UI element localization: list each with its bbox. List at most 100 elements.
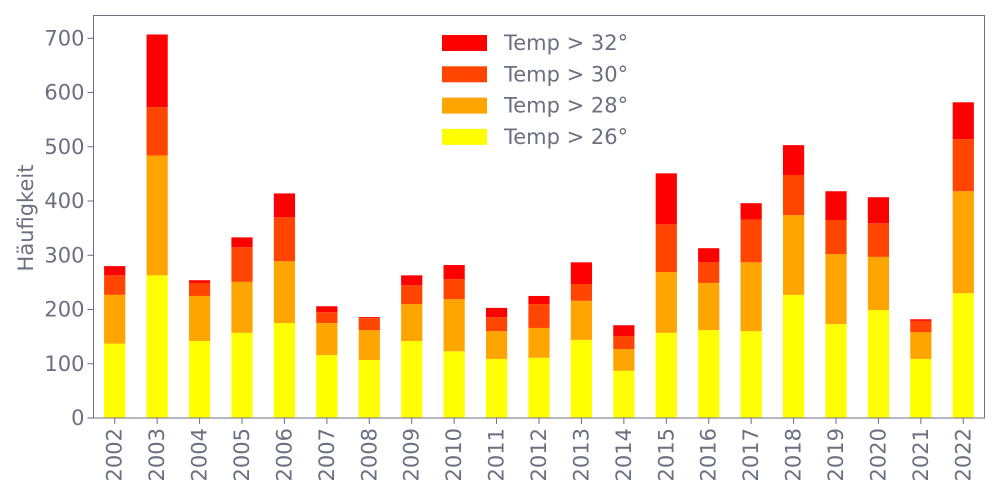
x-tick-label: 2022 [951, 428, 975, 481]
bar-segment-2006-series-1 [273, 261, 296, 324]
bar-segment-2008-series-2 [358, 318, 380, 331]
bar-segment-2004-series-0 [188, 340, 211, 418]
bar-segment-2005-series-0 [231, 332, 253, 418]
bar-segment-2022-series-3 [952, 102, 974, 140]
legend-label: Temp > 28° [503, 94, 628, 118]
bar-segment-2015-series-3 [655, 173, 677, 225]
bar-segment-2013-series-2 [570, 284, 593, 301]
x-tick-label: 2009 [400, 428, 424, 481]
x-tick-label: 2011 [485, 428, 509, 481]
y-tick-label: 600 [44, 81, 84, 105]
bar-segment-2017-series-0 [740, 331, 762, 418]
bar-segment-2009-series-0 [401, 340, 423, 418]
bar-segment-2010-series-1 [443, 299, 465, 352]
bar-segment-2017-series-2 [740, 219, 762, 263]
bar-segment-2013-series-3 [570, 262, 593, 285]
legend-label: Temp > 30° [503, 62, 628, 86]
y-tick-label: 100 [44, 352, 84, 376]
legend-swatch [442, 66, 487, 83]
x-tick-label: 2019 [824, 428, 848, 481]
bar-segment-2013-series-0 [570, 339, 593, 418]
y-axis: 0 100 200 300 400 500 600 700 [44, 26, 94, 430]
x-tick-label: 2010 [442, 428, 466, 481]
legend-swatch [442, 128, 487, 145]
bar-segment-2022-series-1 [952, 191, 974, 294]
bar-segment-2004-series-3 [188, 280, 211, 283]
bar-segment-2020-series-0 [867, 310, 890, 418]
x-tick-label: 2008 [357, 428, 381, 481]
bar-segment-2016-series-2 [698, 262, 720, 283]
bar-segment-2021-series-3 [910, 319, 932, 321]
bar-segment-2009-series-1 [401, 304, 423, 341]
legend-swatch [442, 35, 487, 51]
bar-segment-2019-series-2 [825, 220, 847, 255]
bar-segment-2011-series-3 [485, 307, 508, 318]
bar-segment-2014-series-3 [613, 325, 635, 337]
bar-segment-2007-series-2 [316, 312, 338, 324]
x-tick-label: 2013 [569, 428, 593, 481]
x-tick-label: 2007 [315, 428, 339, 481]
x-tick-label: 2002 [103, 428, 127, 481]
bar-segment-2018-series-1 [782, 215, 805, 295]
bar-segment-2003-series-2 [146, 107, 168, 156]
x-tick-label: 2006 [272, 428, 296, 481]
bar-segment-2006-series-3 [273, 193, 296, 218]
bar-segment-2016-series-3 [698, 248, 720, 263]
bar-segment-2014-series-2 [613, 336, 635, 350]
legend: Temp > 32° Temp > 30° Temp > 28° Temp > 26° [442, 31, 628, 149]
y-axis-label: Häufigkeit [14, 165, 38, 272]
bar-segment-2016-series-1 [698, 282, 720, 331]
x-tick-label: 2012 [527, 428, 551, 481]
legend-label: Temp > 26° [503, 125, 628, 149]
bar-segment-2020-series-1 [867, 256, 890, 311]
bar-segment-2020-series-3 [867, 197, 890, 224]
x-tick-label: 2021 [909, 428, 933, 481]
bar-segment-2020-series-2 [867, 223, 890, 257]
bar-segment-2017-series-3 [740, 203, 762, 220]
y-tick-label: 300 [44, 243, 84, 267]
x-tick-label: 2018 [782, 428, 806, 481]
x-tick-label: 2004 [188, 428, 212, 481]
x-tick-label: 2005 [230, 428, 254, 481]
x-axis: 2002 2003 2004 2005 2006 2007 2008 2009 2010 2011… [103, 418, 975, 481]
bar-segment-2011-series-0 [485, 358, 508, 418]
bar-segment-2003-series-0 [146, 275, 168, 418]
bar-segment-2002-series-0 [104, 343, 126, 418]
bar-segment-2005-series-2 [231, 247, 253, 282]
bar-segment-2011-series-2 [485, 317, 508, 332]
bar-segment-2004-series-1 [188, 295, 211, 341]
bar-segment-2007-series-1 [316, 323, 338, 356]
bar-segment-2003-series-3 [146, 34, 168, 108]
bar-segment-2015-series-0 [655, 332, 677, 418]
legend-item: Temp > 26° [442, 125, 628, 149]
bar-segment-2015-series-2 [655, 224, 677, 273]
y-tick-label: 400 [44, 189, 84, 213]
bar-segment-2008-series-3 [358, 317, 380, 319]
bar-segment-2018-series-0 [782, 294, 805, 418]
bar-segment-2008-series-1 [358, 330, 380, 360]
bar-segment-2018-series-2 [782, 174, 805, 216]
legend-label: Temp > 32° [503, 31, 628, 55]
y-tick-label: 700 [44, 26, 84, 50]
bar-segment-2014-series-0 [613, 370, 635, 418]
bar-segment-2009-series-2 [401, 285, 423, 305]
bar-segment-2012-series-1 [528, 327, 550, 358]
bar-segment-2022-series-2 [952, 139, 974, 192]
bar-segment-2010-series-2 [443, 279, 465, 300]
bar-segment-2006-series-0 [273, 323, 296, 418]
bar-segment-2002-series-2 [104, 275, 126, 295]
y-tick-label: 0 [71, 406, 84, 430]
bar-segment-2021-series-0 [910, 358, 932, 418]
bar-segment-2012-series-2 [528, 304, 550, 328]
bar-segment-2014-series-1 [613, 349, 635, 371]
bar-segment-2015-series-1 [655, 272, 677, 333]
x-tick-label: 2014 [612, 428, 636, 481]
bar-segment-2010-series-3 [443, 265, 465, 280]
legend-item: Temp > 30° [442, 62, 628, 86]
x-tick-label: 2016 [697, 428, 721, 481]
bar-segment-2007-series-0 [316, 355, 338, 418]
bar-segment-2003-series-1 [146, 155, 168, 276]
bars [104, 34, 974, 418]
x-tick-label: 2015 [654, 428, 678, 481]
